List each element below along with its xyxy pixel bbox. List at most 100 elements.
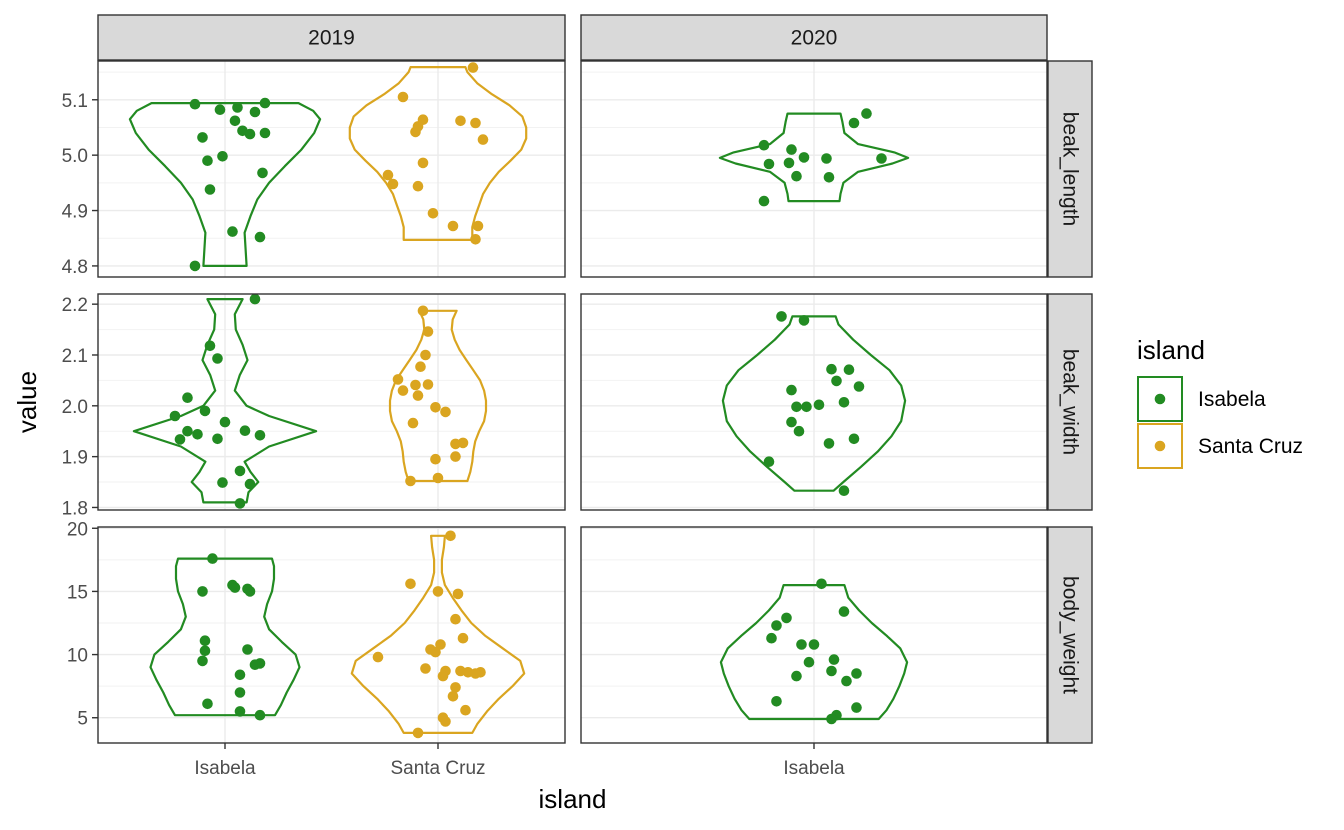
data-point (430, 646, 441, 658)
data-point (199, 405, 211, 417)
data-point (798, 315, 810, 326)
data-point (791, 170, 802, 182)
data-point (467, 62, 479, 73)
data-point (445, 530, 456, 542)
y-tick-label: 15 (67, 582, 88, 603)
x-tick-label: Santa Cruz (390, 758, 485, 779)
data-point (244, 586, 256, 597)
violin-isabela (149, 557, 301, 717)
data-point (382, 169, 394, 181)
y-tick-label: 5.1 (62, 91, 88, 112)
legend-label: Isabela (1198, 388, 1266, 411)
panel-border (97, 60, 566, 278)
data-point (234, 498, 246, 509)
data-point (407, 417, 419, 429)
violin-isabela (721, 315, 907, 492)
data-point (838, 606, 850, 617)
data-point (791, 670, 802, 682)
panel-border (97, 293, 566, 511)
data-point (234, 465, 246, 477)
data-point (372, 651, 384, 663)
data-point (470, 234, 481, 245)
data-point (763, 456, 775, 468)
data-point (214, 104, 226, 115)
data-point (838, 485, 850, 497)
data-point (821, 153, 832, 164)
data-point (259, 127, 271, 139)
data-point (212, 433, 223, 445)
data-point (826, 665, 837, 677)
data-point (848, 117, 860, 129)
data-point (813, 399, 825, 411)
data-point (786, 384, 797, 396)
data-point (234, 669, 246, 681)
data-point (853, 381, 865, 392)
data-point (392, 374, 404, 385)
data-point (422, 326, 434, 337)
y-tick-label: 1.8 (62, 498, 88, 519)
data-point (766, 632, 777, 644)
data-point (189, 98, 201, 110)
data-point (848, 433, 860, 445)
data-point (249, 106, 261, 118)
y-tick-label: 10 (67, 646, 88, 667)
y-tick-label: 2.2 (62, 295, 88, 316)
data-point (232, 102, 243, 113)
data-point (843, 364, 855, 376)
data-point (876, 153, 887, 164)
data-point (174, 434, 186, 445)
data-point (204, 184, 216, 195)
violin-isabela (718, 112, 910, 203)
y-tick-label: 4.8 (62, 257, 88, 278)
data-point (828, 654, 840, 665)
legend-key-point (1154, 393, 1166, 405)
data-point (197, 132, 208, 143)
data-point (412, 390, 424, 401)
data-point (786, 416, 797, 428)
strip-label-2019: 2019 (308, 27, 355, 50)
data-point (440, 406, 451, 418)
data-point (410, 126, 421, 138)
data-point (242, 644, 253, 655)
panel-border (97, 526, 566, 744)
data-point (239, 425, 251, 437)
strip-background-2019 (97, 14, 566, 61)
y-tick-label: 2.1 (62, 346, 88, 367)
data-point (212, 353, 223, 364)
data-point (412, 180, 424, 192)
data-point (447, 220, 459, 232)
data-point (227, 579, 238, 591)
data-point (204, 340, 216, 352)
data-point (450, 451, 461, 462)
strip-label-body_weight: body_weight (1059, 576, 1082, 694)
legend-key-point (1154, 440, 1166, 452)
violin-isabela (132, 298, 318, 504)
data-point (412, 727, 424, 739)
strip-label-2020: 2020 (791, 27, 838, 50)
data-point (189, 260, 201, 272)
data-point (405, 578, 416, 590)
data-point (771, 620, 782, 631)
data-point (861, 108, 872, 119)
y-tick-label: 1.9 (62, 448, 88, 469)
data-point (823, 438, 835, 449)
data-point (197, 655, 208, 667)
y-tick-label: 5 (77, 709, 88, 730)
data-point (192, 429, 203, 440)
strip-label-beak_width: beak_width (1059, 349, 1082, 455)
data-point (793, 425, 805, 437)
data-point (219, 416, 231, 428)
data-point (826, 713, 837, 725)
data-point (237, 125, 248, 137)
y-tick-label: 2.0 (62, 397, 88, 418)
panel-border (580, 293, 1048, 511)
data-point (430, 402, 441, 413)
data-point (417, 305, 429, 317)
data-point (841, 675, 852, 687)
data-point (420, 663, 431, 674)
panel-background (98, 294, 565, 510)
data-point (763, 158, 775, 170)
data-point (234, 706, 246, 717)
data-point (450, 682, 461, 693)
